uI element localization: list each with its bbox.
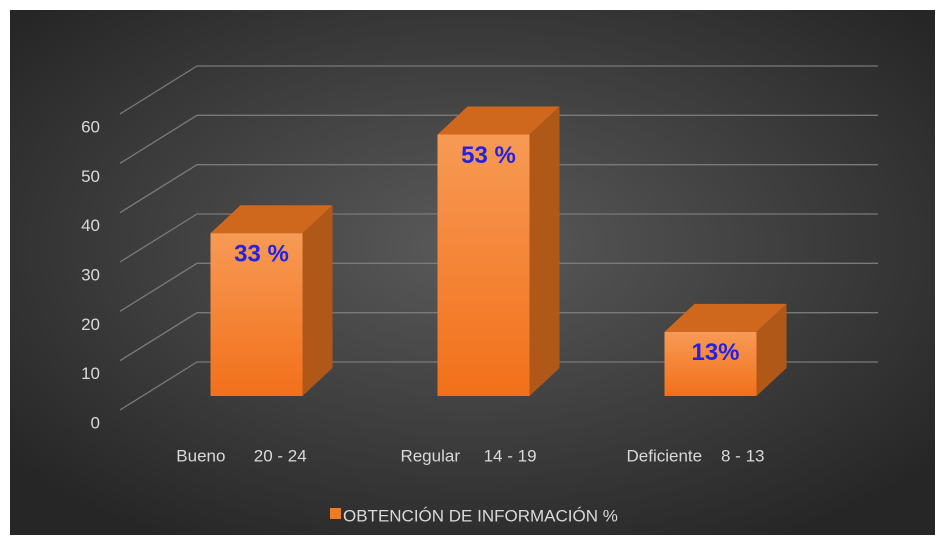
y-tick-label: 30	[81, 265, 100, 284]
grid-line	[119, 164, 878, 214]
y-tick-label: 50	[81, 167, 100, 186]
x-tick-label: Bueno 20 - 24	[176, 446, 306, 465]
y-tick-label: 60	[81, 117, 100, 136]
bar-side	[529, 106, 560, 397]
bar	[437, 134, 530, 397]
grid-line	[119, 65, 878, 115]
grid-line	[119, 361, 878, 411]
bar-side	[756, 303, 787, 396]
bar-top	[664, 303, 787, 332]
grid-line	[119, 213, 878, 263]
bar-top	[437, 106, 560, 135]
grid-line	[119, 262, 878, 312]
bar	[210, 233, 303, 396]
y-tick-label: 0	[91, 413, 100, 432]
data-label: 53 %	[461, 142, 516, 169]
y-tick-label: 40	[81, 216, 100, 235]
bar-top	[210, 205, 333, 234]
grid-line	[119, 114, 878, 164]
data-label: 33 %	[234, 241, 289, 268]
legend-label: OBTENCIÓN DE INFORMACIÓN %	[343, 506, 618, 525]
bar-side	[302, 205, 333, 396]
y-tick-label: 10	[81, 364, 100, 383]
y-tick-label: 20	[81, 315, 100, 334]
legend-swatch	[330, 508, 341, 519]
bar	[664, 331, 757, 396]
grid-line	[119, 312, 878, 362]
x-tick-label: Regular 14 - 19	[400, 446, 536, 465]
data-label: 13%	[691, 339, 739, 366]
x-tick-label: Deficiente 8 - 13	[627, 446, 765, 465]
